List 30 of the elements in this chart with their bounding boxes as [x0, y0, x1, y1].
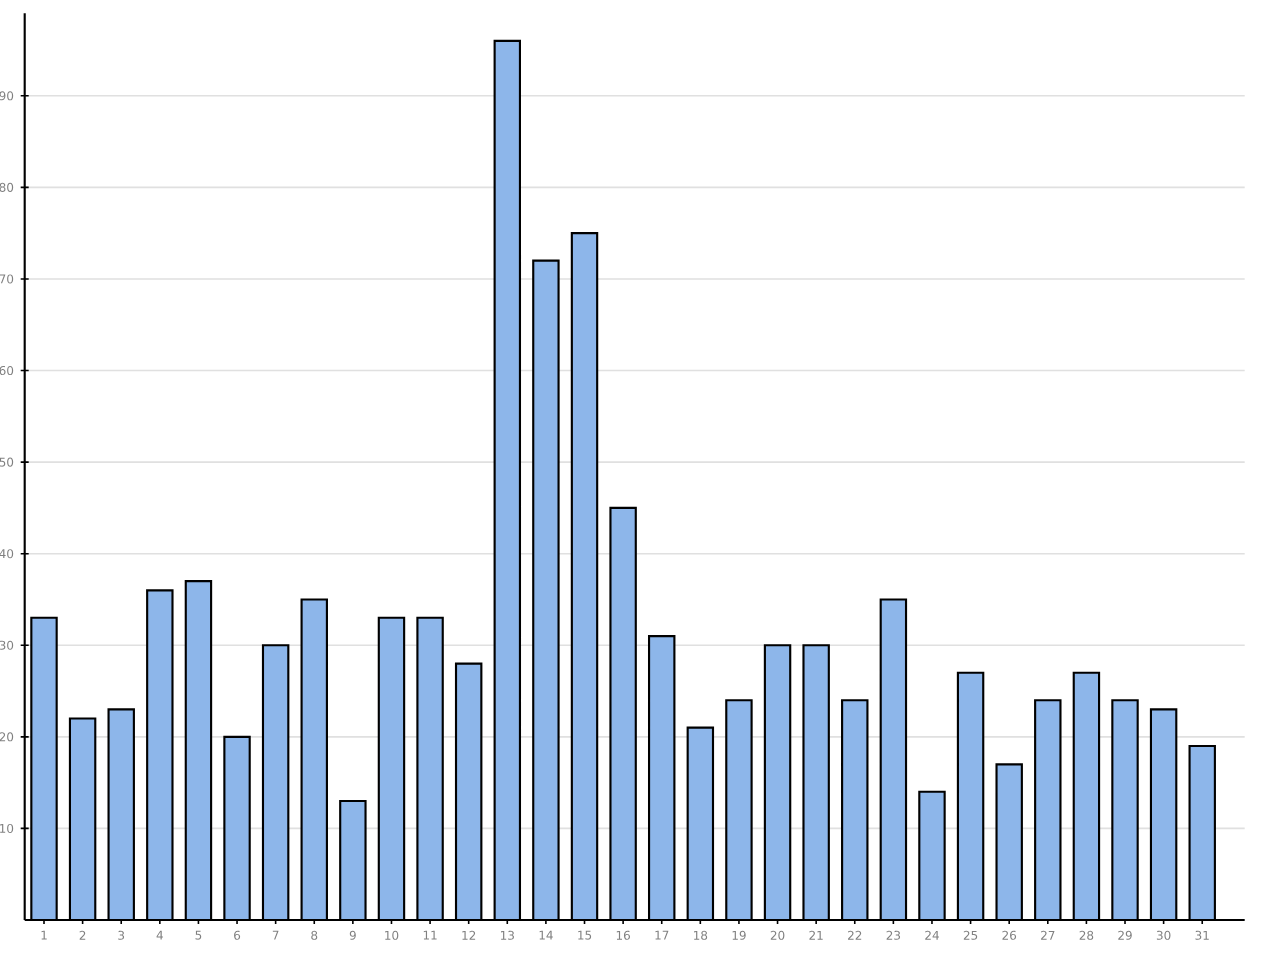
bar	[262, 645, 289, 920]
bar	[919, 791, 945, 920]
bar	[726, 700, 752, 920]
bar	[1150, 709, 1177, 920]
bar	[1035, 700, 1061, 920]
bar	[1073, 672, 1100, 920]
bar	[957, 672, 984, 920]
bar	[764, 645, 791, 920]
bar	[108, 709, 134, 920]
bar	[378, 617, 405, 920]
bar	[417, 617, 443, 920]
bar	[842, 700, 868, 920]
bar	[687, 727, 713, 920]
bar	[31, 617, 57, 920]
bar	[456, 663, 482, 920]
bar	[494, 40, 520, 920]
bar	[1188, 744, 1216, 920]
bar	[1112, 700, 1138, 920]
bar	[649, 636, 675, 920]
bar	[185, 581, 212, 920]
bar	[69, 718, 96, 920]
bar	[880, 599, 907, 920]
bar	[571, 233, 598, 920]
bar	[147, 590, 173, 920]
bar	[533, 260, 559, 920]
bar	[301, 599, 327, 920]
bar	[803, 645, 829, 920]
bar	[996, 764, 1022, 920]
bar	[224, 736, 250, 920]
bar	[610, 507, 636, 920]
